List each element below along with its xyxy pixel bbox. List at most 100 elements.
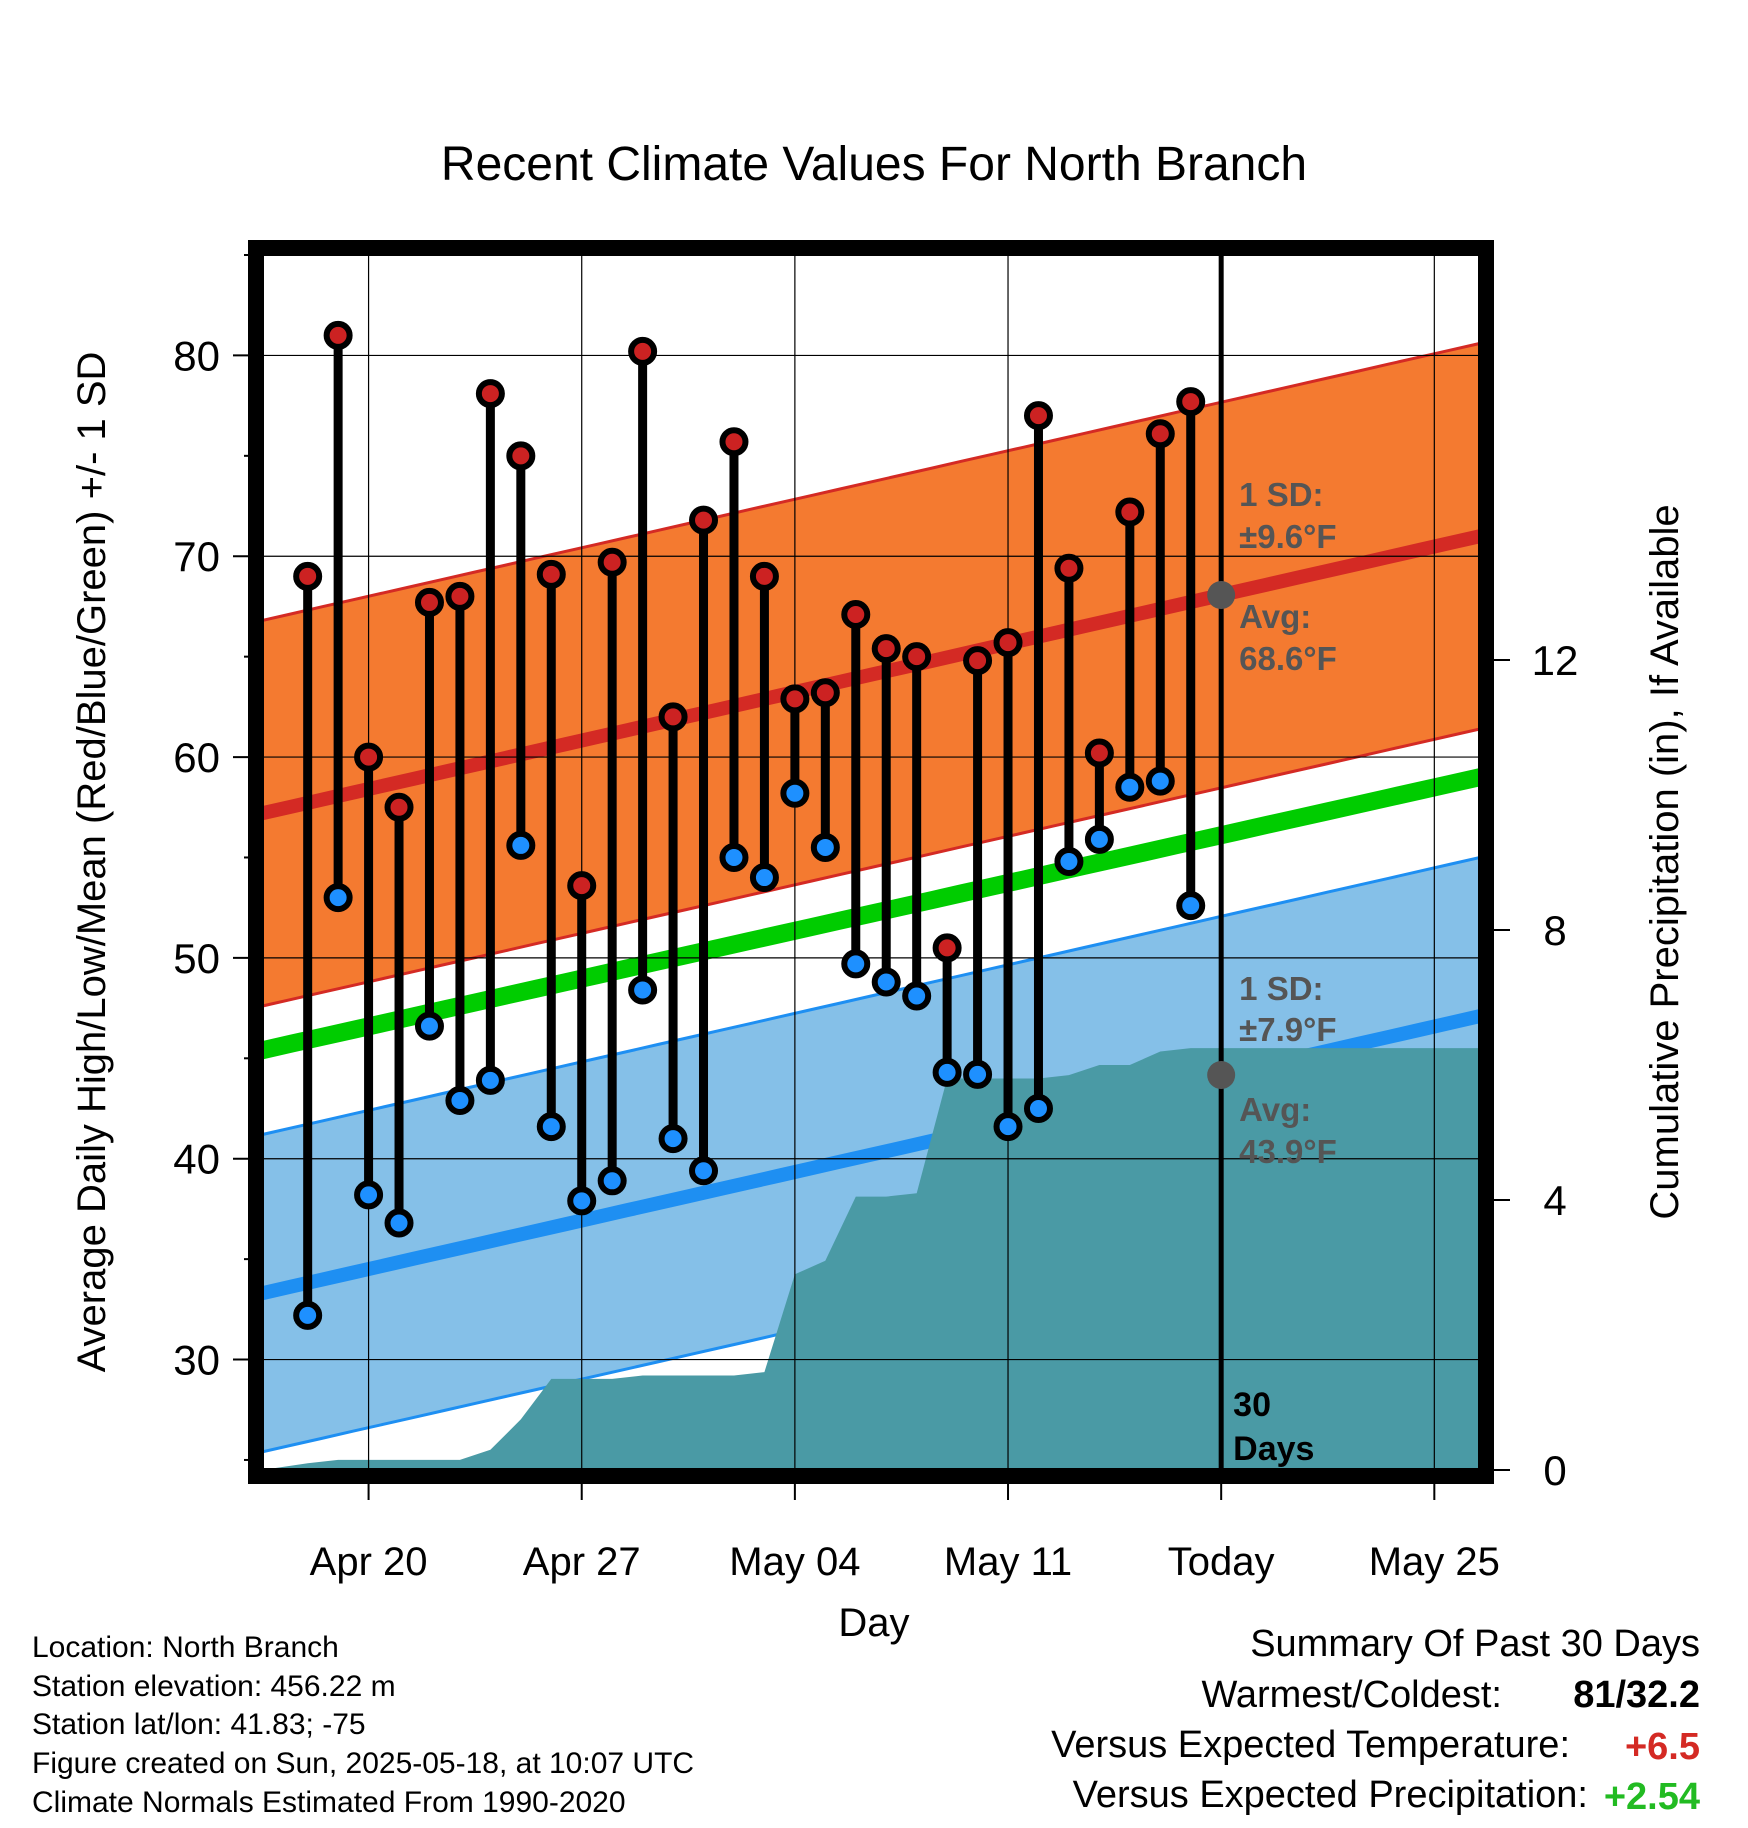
today-days-label: Days xyxy=(1233,1430,1314,1468)
daily-low-point xyxy=(1054,846,1084,876)
daily-high-point xyxy=(475,379,505,409)
summary-precip-value: +2.54 xyxy=(1603,1776,1700,1818)
today-days-number: 30 xyxy=(1233,1386,1271,1424)
normal-high-line xyxy=(262,529,1480,821)
daily-low-point xyxy=(749,863,779,893)
daily-low-point xyxy=(1176,891,1206,921)
x-axis-label: Day xyxy=(838,1601,909,1645)
y-tick-label: 60 xyxy=(173,734,220,781)
daily-high-point xyxy=(506,441,536,471)
daily-low-point xyxy=(689,1156,719,1186)
daily-high-point xyxy=(1176,387,1206,417)
daily-high-point xyxy=(780,684,810,714)
daily-low-point xyxy=(871,967,901,997)
daily-high-point xyxy=(1084,738,1114,768)
y2-tick-label: 8 xyxy=(1543,907,1566,954)
y-tick-label: 40 xyxy=(173,1136,220,1183)
daily-low-point xyxy=(1023,1094,1053,1124)
daily-high-point xyxy=(871,634,901,664)
y2-axis-label: Cumulative Precipitation (in), If Availa… xyxy=(1643,504,1687,1219)
footer-elevation: Station elevation: 456.22 m xyxy=(32,1670,396,1703)
low-sd-value: ±7.9°F xyxy=(1239,1011,1336,1048)
y2-tick-label: 12 xyxy=(1532,637,1579,684)
daily-low-point xyxy=(445,1085,475,1115)
summary-precip-label: Versus Expected Precipitation: xyxy=(1072,1774,1588,1816)
daily-high-point xyxy=(354,742,384,772)
daily-high-point xyxy=(841,599,871,629)
daily-high-point xyxy=(689,505,719,535)
daily-high-point xyxy=(628,336,658,366)
high-sd-lower-line xyxy=(262,727,1480,1008)
summary-warm-cold-label: Warmest/Coldest: xyxy=(1201,1674,1502,1716)
footer-normals: Climate Normals Estimated From 1990-2020 xyxy=(32,1786,626,1819)
footer-created: Figure created on Sun, 2025-05-18, at 10… xyxy=(32,1747,695,1780)
high-sd-upper-line xyxy=(262,341,1480,622)
summary-warm-cold-value: 81/32.2 xyxy=(1573,1674,1700,1716)
y2-tick-label: 4 xyxy=(1543,1177,1566,1224)
low-sd-label: 1 SD: xyxy=(1239,970,1323,1007)
daily-low-point xyxy=(658,1124,688,1154)
daily-high-point xyxy=(536,559,566,589)
x-tick-label: May 04 xyxy=(729,1540,860,1584)
daily-low-point xyxy=(1145,766,1175,796)
high-avg-value: 68.6°F xyxy=(1239,640,1337,677)
daily-high-point xyxy=(963,646,993,676)
daily-high-point xyxy=(902,642,932,672)
x-tick-label: Apr 27 xyxy=(523,1540,641,1584)
daily-low-point xyxy=(1115,772,1145,802)
daily-low-point xyxy=(384,1208,414,1238)
plot-area xyxy=(262,255,1480,1470)
daily-low-point xyxy=(567,1186,597,1216)
daily-high-point xyxy=(810,678,840,708)
daily-high-point xyxy=(658,702,688,732)
today-normal-high-marker xyxy=(1207,581,1236,610)
daily-high-point xyxy=(719,427,749,457)
x-tick-label: May 11 xyxy=(944,1540,1072,1584)
daily-high-point xyxy=(414,587,444,617)
daily-low-point xyxy=(354,1180,384,1210)
y2-tick-label: 0 xyxy=(1543,1447,1566,1494)
daily-high-point xyxy=(384,792,414,822)
daily-low-point xyxy=(780,778,810,808)
x-tick-label: Today xyxy=(1168,1540,1275,1584)
daily-low-point xyxy=(1084,824,1114,854)
daily-high-point xyxy=(293,561,323,591)
daily-high-point xyxy=(445,581,475,611)
daily-high-point xyxy=(1054,553,1084,583)
daily-high-point xyxy=(749,561,779,591)
y-tick-label: 30 xyxy=(173,1337,220,1384)
daily-high-point xyxy=(597,547,627,577)
summary-title: Summary Of Past 30 Days xyxy=(1250,1623,1700,1665)
daily-low-point xyxy=(932,1057,962,1087)
chart-title: Recent Climate Values For North Branch xyxy=(441,138,1307,191)
plot-frame xyxy=(248,240,1494,1484)
daily-low-point xyxy=(719,842,749,872)
y-axis-label: Average Daily High/Low/Mean (Red/Blue/Gr… xyxy=(70,352,114,1373)
daily-high-point xyxy=(1115,497,1145,527)
daily-low-point xyxy=(506,830,536,860)
summary-coldest: 32.2 xyxy=(1626,1674,1700,1716)
footer-location: Location: North Branch xyxy=(32,1631,339,1664)
daily-high-point xyxy=(993,628,1023,658)
low-avg-value: 43.9°F xyxy=(1239,1133,1337,1170)
normal-mean-line xyxy=(262,768,1480,1060)
daily-high-point xyxy=(567,871,597,901)
daily-low-point xyxy=(963,1059,993,1089)
daily-high-point xyxy=(1023,401,1053,431)
high-sd-value: ±9.6°F xyxy=(1239,518,1336,555)
y-tick-label: 80 xyxy=(173,332,220,379)
daily-low-point xyxy=(993,1112,1023,1142)
daily-low-point xyxy=(536,1112,566,1142)
y-tick-label: 70 xyxy=(173,533,220,580)
daily-low-point xyxy=(841,949,871,979)
daily-low-point xyxy=(475,1065,505,1095)
x-tick-label: May 25 xyxy=(1369,1540,1500,1584)
x-tick-label: Apr 20 xyxy=(310,1540,428,1584)
daily-low-point xyxy=(414,1011,444,1041)
high-sd-label: 1 SD: xyxy=(1239,476,1323,513)
low-avg-label: Avg: xyxy=(1239,1091,1311,1128)
daily-low-point xyxy=(293,1300,323,1330)
y-tick-label: 50 xyxy=(173,935,220,982)
today-normal-low-marker xyxy=(1207,1061,1236,1090)
daily-low-point xyxy=(810,832,840,862)
